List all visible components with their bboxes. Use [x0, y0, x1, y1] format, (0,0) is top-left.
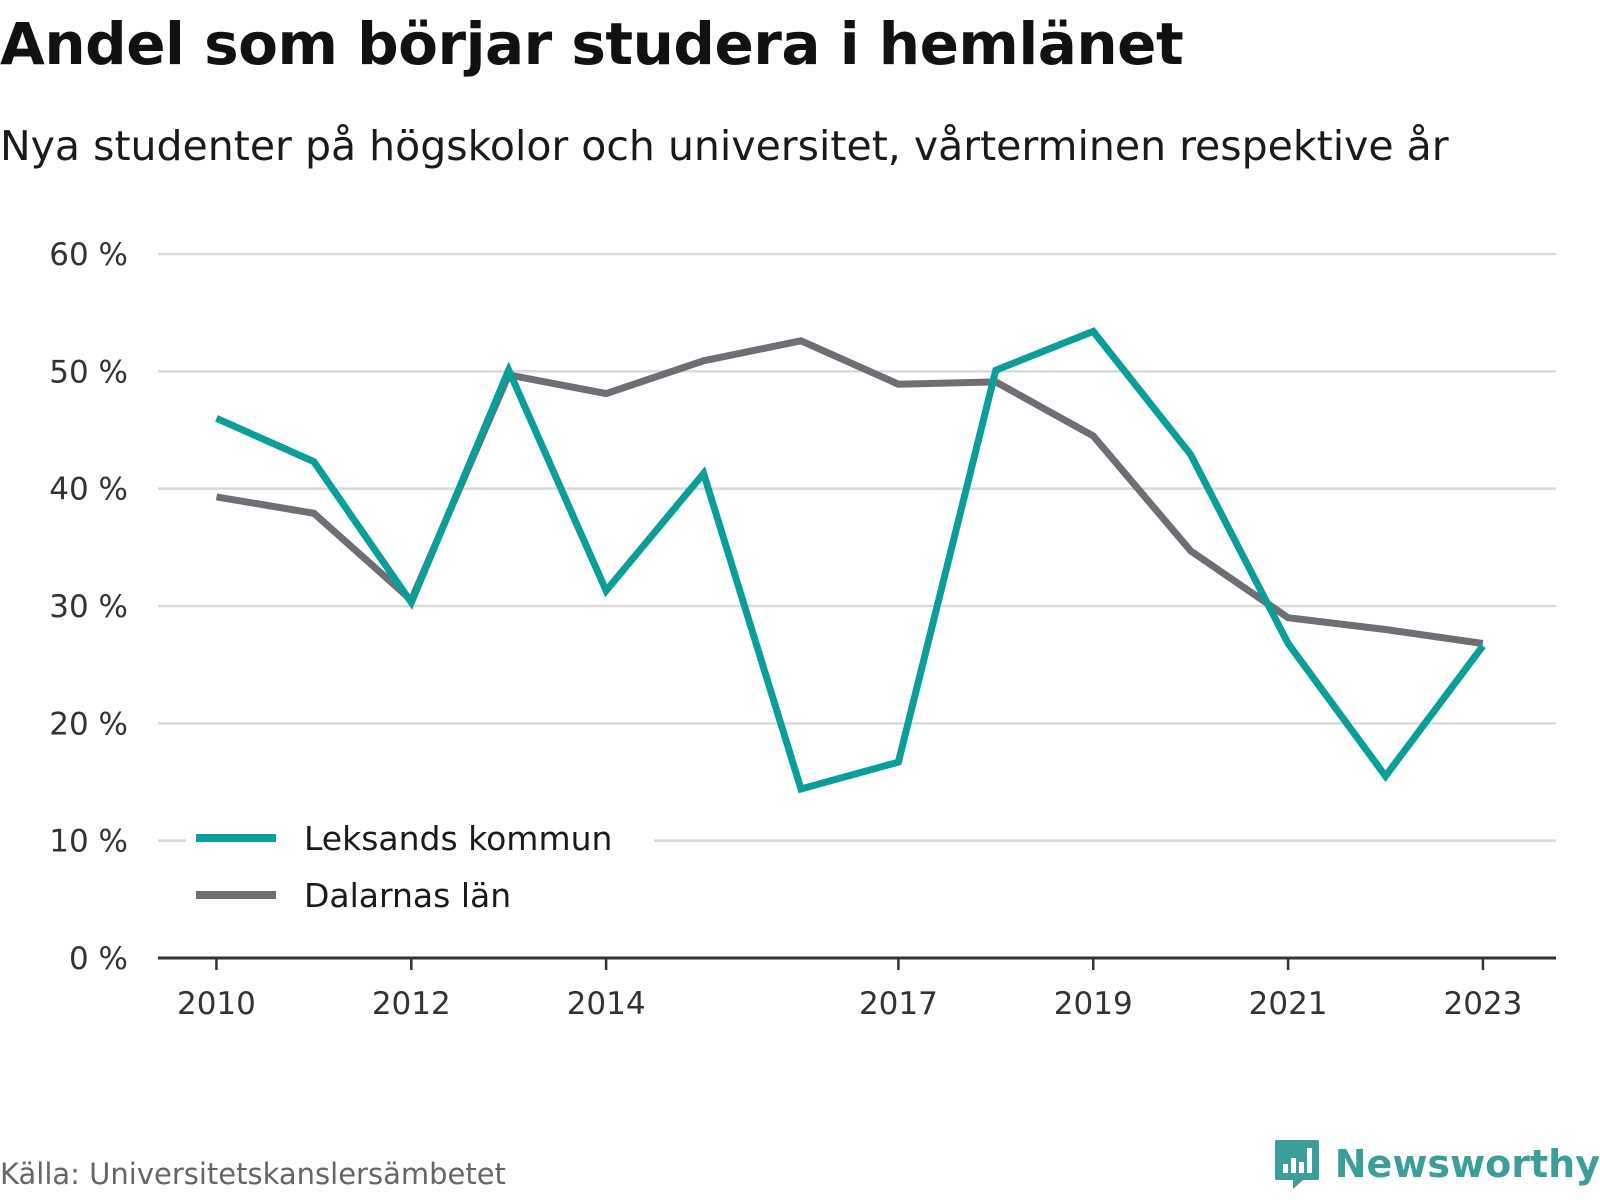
- y-tick-label: 60 %: [49, 237, 128, 273]
- y-tick-label: 20 %: [49, 706, 128, 742]
- series-line-leksand: [215, 327, 1486, 794]
- source-note: Källa: Universitetskanslersämbetet: [0, 1157, 506, 1191]
- brand-name: Newsworthy: [1334, 1142, 1600, 1186]
- y-tick-label: 10 %: [49, 824, 128, 860]
- legend-label: Dalarnas län: [304, 876, 511, 915]
- y-tick-label: 0 %: [69, 941, 128, 977]
- chart-subtitle: Nya studenter på högskolor och universit…: [0, 122, 1449, 170]
- y-tick-label: 30 %: [49, 589, 128, 625]
- x-tick-label: 2023: [1443, 986, 1522, 1022]
- x-tick-label: 2012: [372, 986, 451, 1022]
- legend-label: Leksands kommun: [304, 819, 612, 858]
- legend-background: [186, 804, 654, 926]
- line-chart: 0 % 10 % 20 % 30 % 40 % 50 % 60 % 2010 2012 2014 2…: [49, 237, 1556, 1022]
- x-tick-label: 2014: [567, 986, 646, 1022]
- y-tick-label: 40 %: [49, 472, 128, 508]
- bar-chart-icon: [1274, 1140, 1319, 1189]
- brand-logo: Newsworthy: [1273, 1138, 1600, 1190]
- y-tick-label: 50 %: [49, 354, 128, 390]
- x-tick-label: 2017: [859, 986, 938, 1022]
- x-tick-label: 2021: [1249, 986, 1328, 1022]
- x-tick-label: 2010: [177, 986, 256, 1022]
- x-tick-label: 2019: [1054, 986, 1133, 1022]
- chart-title: Andel som börjar studera i hemlänet: [0, 10, 1184, 78]
